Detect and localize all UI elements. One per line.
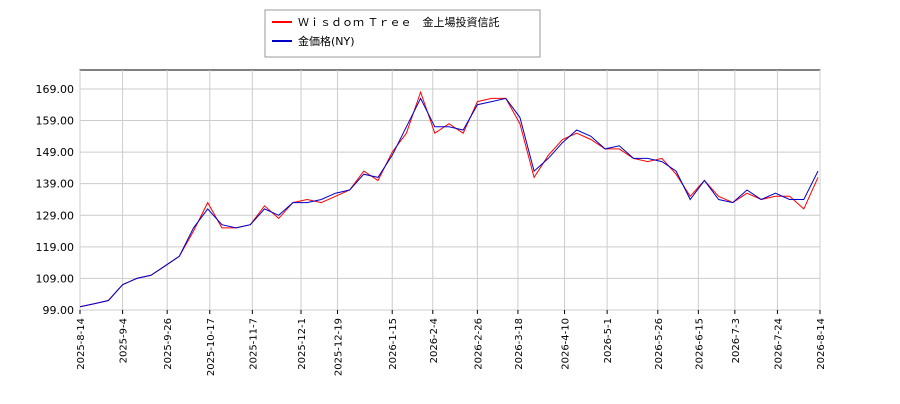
x-tick-label: 2026-8-14 — [816, 318, 827, 370]
y-tick-label: 169.00 — [36, 83, 75, 96]
x-tick-label: 2025-9-26 — [163, 318, 174, 370]
x-tick-label: 2026-3-18 — [514, 318, 525, 370]
x-tick-label: 2026-5-26 — [654, 318, 665, 370]
y-tick-label: 129.00 — [36, 209, 75, 222]
legend-label: 金価格(NY) — [298, 34, 355, 48]
x-tick-label: 2026-2-4 — [429, 318, 440, 363]
x-tick-label: 2025-8-14 — [76, 318, 87, 370]
x-tick-label: 2026-6-15 — [694, 318, 705, 370]
x-tick-label: 2025-9-4 — [119, 318, 130, 363]
x-tick-label: 2026-4-10 — [561, 318, 572, 370]
x-tick-label: 2026-2-26 — [473, 318, 484, 370]
x-tick-label: 2025-10-17 — [206, 318, 217, 376]
data-line — [79, 97, 819, 308]
x-tick-label: 2026-7-3 — [731, 318, 742, 363]
y-tick-label: 109.00 — [36, 272, 75, 285]
y-tick-label: 99.00 — [43, 304, 75, 317]
x-tick-label: 2026-7-24 — [773, 318, 784, 370]
x-tick-label: 2025-11-7 — [248, 318, 259, 370]
y-tick-label: 139.00 — [36, 178, 75, 191]
plot-frame — [79, 69, 821, 311]
y-tick-label: 119.00 — [36, 241, 75, 254]
x-tick-label: 2025-12-19 — [333, 318, 344, 376]
y-tick-label: 149.00 — [36, 146, 75, 159]
legend-label: Ｗｉｓｄｏｍ Ｔｒｅｅ 金上場投資信託 — [298, 15, 500, 29]
x-tick-label: 2026-5-1 — [603, 318, 614, 363]
data-line — [79, 90, 819, 308]
x-tick-label: 2026-1-15 — [388, 318, 399, 370]
x-tick-label: 2025-12-1 — [297, 318, 308, 370]
legend — [264, 9, 541, 58]
y-tick-label: 159.00 — [36, 115, 75, 128]
